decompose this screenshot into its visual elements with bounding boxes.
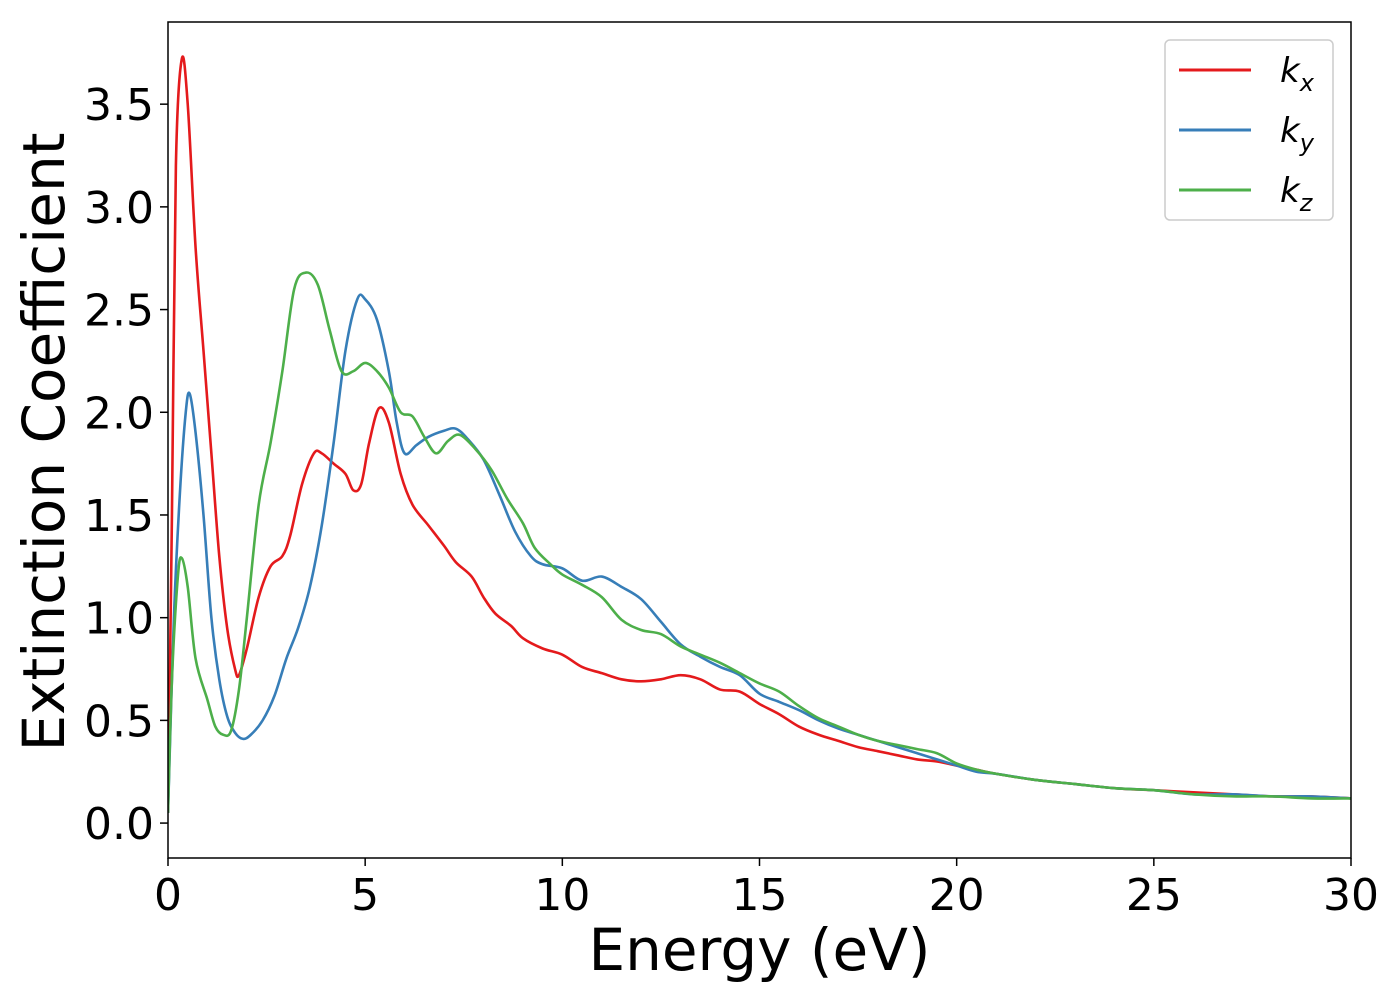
legend-label-y: ky bbox=[1280, 111, 1315, 157]
legend-label-sub: x bbox=[1299, 69, 1315, 97]
y-tick-label: 1.5 bbox=[84, 491, 154, 542]
plot-frame bbox=[167, 21, 1352, 859]
series-layer bbox=[168, 55, 1351, 813]
legend-label-base: k bbox=[1280, 51, 1301, 91]
y-tick-label: 3.5 bbox=[84, 80, 154, 131]
legend-label-base: k bbox=[1280, 171, 1301, 211]
y-tick-label: 1.0 bbox=[84, 594, 154, 645]
legend-label-z: kz bbox=[1280, 171, 1314, 217]
x-tick-label: 15 bbox=[732, 870, 788, 921]
series-line-x bbox=[168, 55, 1351, 813]
y-axis-title: Extinction Coefficient bbox=[10, 133, 78, 752]
legend-label-base: k bbox=[1280, 111, 1301, 151]
x-tick-label: 30 bbox=[1323, 870, 1379, 921]
y-tick-label: 0.5 bbox=[84, 696, 154, 747]
x-tick-label: 20 bbox=[929, 870, 985, 921]
x-tick-label: 10 bbox=[534, 870, 590, 921]
x-tick-label: 5 bbox=[351, 870, 379, 921]
series-line-y bbox=[168, 293, 1351, 813]
x-tick-label: 25 bbox=[1126, 870, 1182, 921]
axes: 0 5 10 15 20 25 30 0.0 0.5 1.0 1.5 2.0 2.5 3.0 3.5 bbox=[84, 80, 1379, 921]
y-tick-label: 2.5 bbox=[84, 286, 154, 337]
x-axis-title: Energy (eV) bbox=[588, 916, 930, 984]
y-tick-label: 2.0 bbox=[84, 388, 154, 439]
plot-border bbox=[167, 21, 1352, 859]
legend-label-x: kx bbox=[1280, 51, 1315, 97]
x-tick-label: 0 bbox=[154, 870, 182, 921]
legend-label-sub: z bbox=[1299, 189, 1314, 217]
series-line-z bbox=[168, 271, 1351, 813]
y-tick-label: 3.0 bbox=[84, 183, 154, 234]
y-tick-label: 0.0 bbox=[84, 799, 154, 850]
legend-label-sub: y bbox=[1299, 129, 1315, 157]
